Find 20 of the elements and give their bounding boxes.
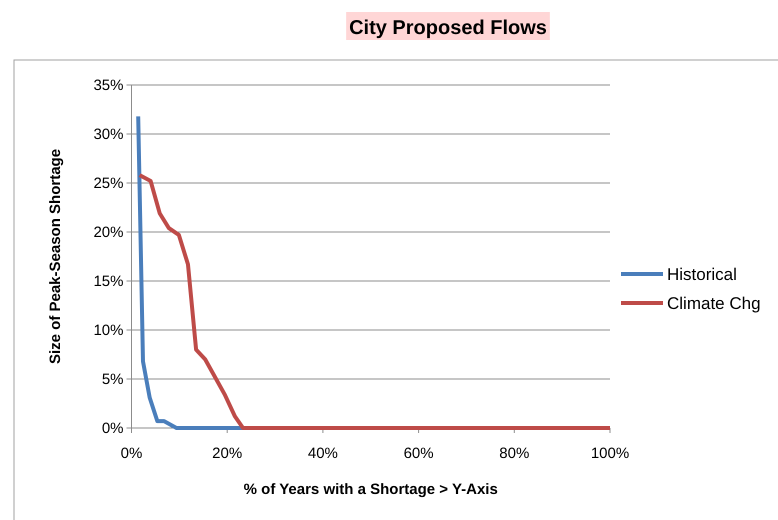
chart-title: City Proposed Flows: [349, 17, 547, 39]
y-tick-label: 15%: [93, 273, 124, 290]
y-tick-label: 20%: [93, 224, 124, 241]
y-axis-title: Size of Peak-Season Shortage: [47, 148, 64, 364]
legend-label: Historical: [667, 265, 737, 284]
y-tick-label: 10%: [93, 322, 124, 339]
y-tick-label: 5%: [102, 371, 124, 388]
line-series: [138, 173, 612, 430]
x-tick-label: 60%: [404, 445, 434, 462]
x-tick-label: 80%: [499, 445, 530, 462]
y-tick-label: 30%: [93, 126, 124, 143]
legend-label: Climate Chg: [667, 294, 761, 313]
x-tick-label: 20%: [212, 445, 242, 462]
x-tick-label: 100%: [590, 445, 630, 462]
x-tick-label: 40%: [308, 445, 338, 462]
y-tick-label: 25%: [93, 175, 124, 192]
x-axis-title: % of Years with a Shortage > Y-Axis: [244, 481, 498, 498]
x-tick-label: 0%: [120, 445, 142, 462]
y-tick-label: 35%: [93, 77, 124, 94]
y-tick-label: 0%: [102, 420, 124, 437]
